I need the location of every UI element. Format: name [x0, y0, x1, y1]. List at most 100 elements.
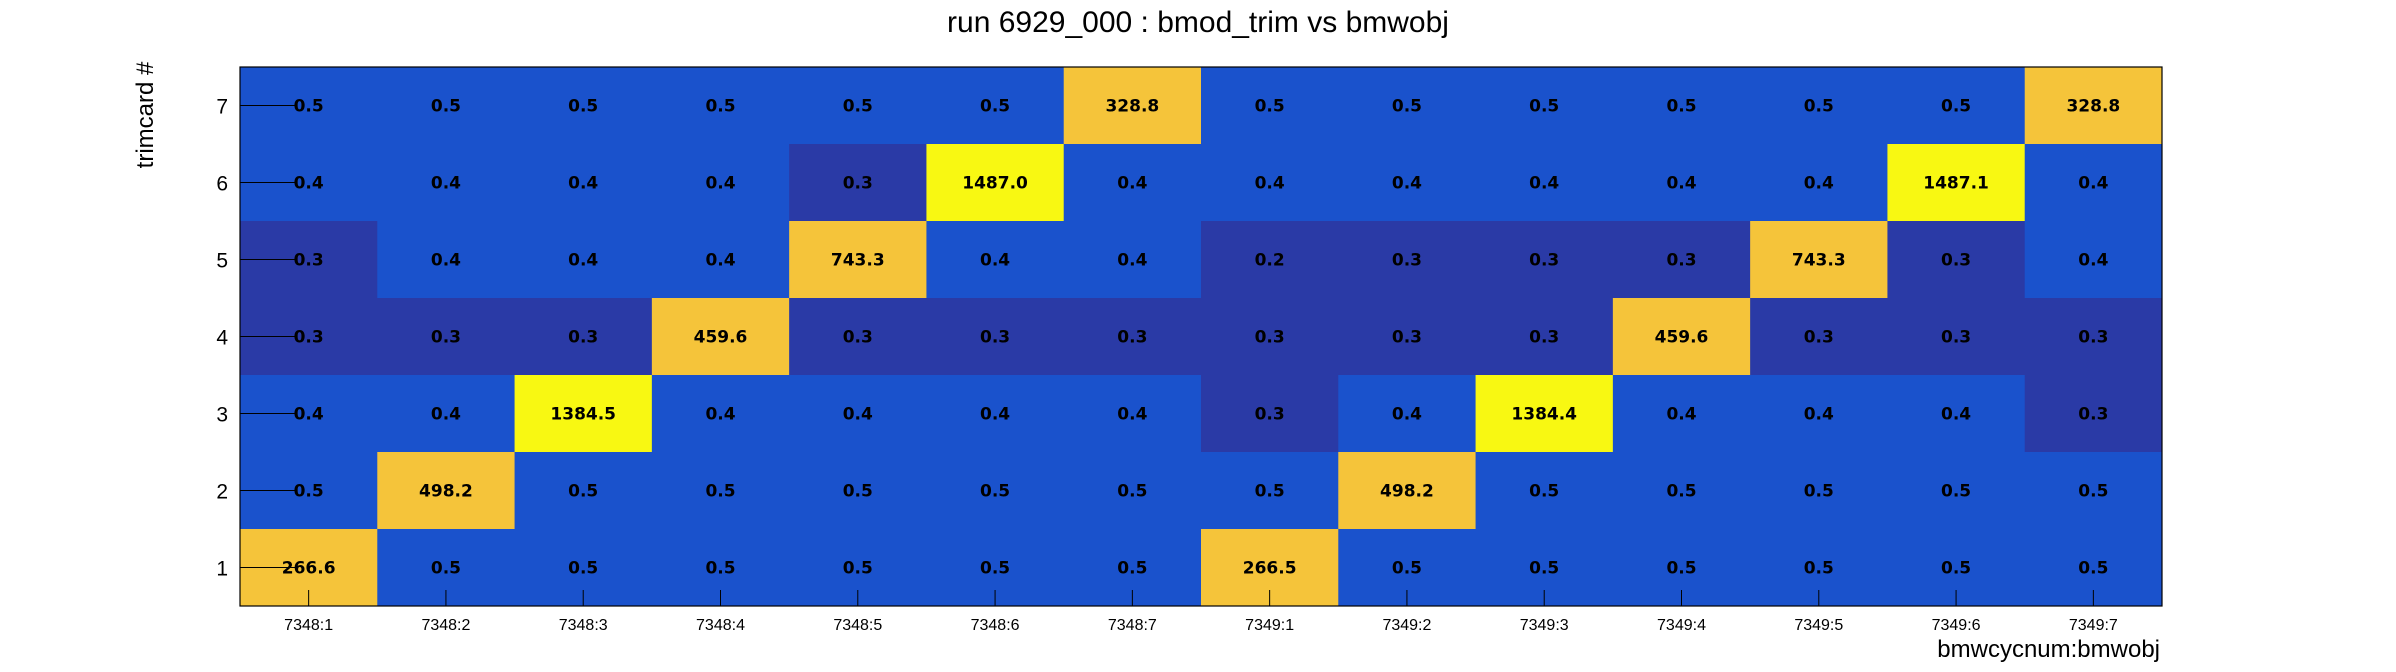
heatmap-cell	[1750, 221, 1888, 299]
heatmap-cell	[377, 298, 516, 376]
cell-value-label: 0.4	[1392, 405, 1422, 425]
heatmap-cell	[514, 67, 653, 145]
cell-value-label: 0.3	[1117, 328, 1147, 348]
heatmap-cell	[514, 221, 653, 299]
heatmap-cell	[514, 375, 653, 453]
cell-value-label: 0.5	[1666, 559, 1696, 579]
heatmap-cell	[377, 452, 516, 530]
heatmap-cell	[1887, 375, 2026, 453]
x-tick-label: 7348:3	[559, 617, 608, 634]
heatmap-cell	[1750, 67, 1888, 145]
cell-value-label: 0.4	[1666, 174, 1696, 194]
cell-value-label: 0.4	[843, 405, 873, 425]
cell-value-label: 0.5	[1392, 559, 1422, 579]
x-tick-label: 7348:2	[421, 617, 470, 634]
heatmap-cell	[1612, 67, 1751, 145]
y-tick-label: 3	[216, 404, 228, 427]
cell-value-label: 0.3	[1392, 251, 1422, 271]
cell-value-label: 0.4	[431, 174, 461, 194]
cell-value-label: 0.4	[2078, 251, 2108, 271]
heatmap-cell	[789, 298, 927, 376]
heatmap-cell	[1063, 375, 1202, 453]
heatmap-cell	[926, 221, 1065, 299]
x-axis-label: bmwcycnum:bmwobj	[1937, 636, 2160, 663]
cell-value-label: 0.5	[1804, 482, 1834, 502]
cell-value-label: 0.5	[1117, 482, 1147, 502]
cell-value-label: 0.4	[431, 251, 461, 271]
heatmap-cell	[377, 375, 516, 453]
heatmap-cell	[1887, 298, 2026, 376]
cell-value-label: 0.5	[705, 97, 735, 117]
cell-value-label: 1487.1	[1923, 174, 1989, 194]
heatmap-cell	[926, 67, 1065, 145]
heatmap-cell	[1338, 144, 1477, 222]
chart-title: run 6929_000 : bmod_trim vs bmwobj	[947, 6, 1449, 39]
cell-value-label: 1487.0	[962, 174, 1028, 194]
cell-value-label: 0.5	[1529, 559, 1559, 579]
cell-value-label: 0.4	[1666, 405, 1696, 425]
cell-value-label: 0.5	[431, 559, 461, 579]
heatmap-cell	[2024, 375, 2163, 453]
heatmap-cell	[1475, 221, 1614, 299]
cell-value-label: 0.4	[1941, 405, 1971, 425]
x-tick-label: 7349:1	[1245, 617, 1294, 634]
cell-value-label: 328.8	[1105, 97, 1159, 117]
y-axis-label: trimcard #	[132, 61, 159, 168]
x-tick-label: 7349:4	[1657, 617, 1706, 634]
cell-value-label: 0.4	[568, 174, 598, 194]
cell-value-label: 1384.4	[1511, 405, 1577, 425]
y-tick-label: 1	[216, 558, 228, 581]
heatmap-cell	[2024, 221, 2163, 299]
cell-value-label: 0.5	[843, 97, 873, 117]
heatmap-cell	[1338, 375, 1477, 453]
heatmap-cell	[651, 67, 790, 145]
cell-value-label: 0.4	[1804, 405, 1834, 425]
cell-value-label: 0.3	[1666, 251, 1696, 271]
heatmap-cell	[926, 298, 1065, 376]
heatmap-cell	[651, 298, 790, 376]
heatmap-cell	[651, 452, 790, 530]
cell-value-label: 0.5	[1804, 559, 1834, 579]
cell-value-label: 0.5	[1804, 97, 1834, 117]
heatmap-cell	[1750, 375, 1888, 453]
heatmap-cell	[1201, 67, 1339, 145]
cell-value-label: 0.3	[568, 328, 598, 348]
cell-value-label: 0.3	[1804, 328, 1834, 348]
heatmap-cell	[1201, 298, 1339, 376]
cell-value-label: 0.3	[1255, 328, 1285, 348]
heatmap-cell	[2024, 144, 2163, 222]
heatmap-cell	[926, 144, 1065, 222]
cell-value-label: 0.4	[1117, 405, 1147, 425]
cell-value-label: 328.8	[2066, 97, 2120, 117]
cell-value-label: 0.4	[1804, 174, 1834, 194]
heatmap-cell	[1338, 452, 1477, 530]
cell-value-label: 743.3	[831, 251, 885, 271]
cell-value-label: 0.2	[1255, 251, 1285, 271]
heatmap-cell	[1201, 144, 1339, 222]
heatmap-cell	[1887, 452, 2026, 530]
heatmap-cell-labels: 0.5 0.5 0.5 0.5 0.5 0.5 328.8 0.5 0.5 0.5 0.5 0.5 0.…	[282, 97, 2120, 579]
heatmap-cell	[1612, 298, 1751, 376]
heatmap-cell	[1612, 452, 1751, 530]
x-tick-label: 7348:5	[833, 617, 882, 634]
cell-value-label: 0.4	[1117, 174, 1147, 194]
cell-value-label: 0.5	[1529, 482, 1559, 502]
cell-value-label: 0.3	[1392, 328, 1422, 348]
heatmap-cell	[1612, 144, 1751, 222]
heatmap-cell	[789, 67, 927, 145]
cell-value-label: 0.4	[705, 174, 735, 194]
heatmap-cell	[1612, 375, 1751, 453]
cell-value-label: 459.6	[694, 328, 748, 348]
cell-value-label: 0.5	[705, 559, 735, 579]
heatmap-cells	[240, 67, 2163, 607]
cell-value-label: 0.4	[980, 405, 1010, 425]
cell-value-label: 0.5	[980, 559, 1010, 579]
cell-value-label: 0.5	[1255, 97, 1285, 117]
cell-value-label: 0.3	[1255, 405, 1285, 425]
cell-value-label: 0.4	[705, 405, 735, 425]
cell-value-label: 0.3	[294, 251, 324, 271]
cell-value-label: 0.5	[2078, 482, 2108, 502]
x-tick-label: 7348:6	[971, 617, 1020, 634]
heatmap-cell	[789, 221, 927, 299]
